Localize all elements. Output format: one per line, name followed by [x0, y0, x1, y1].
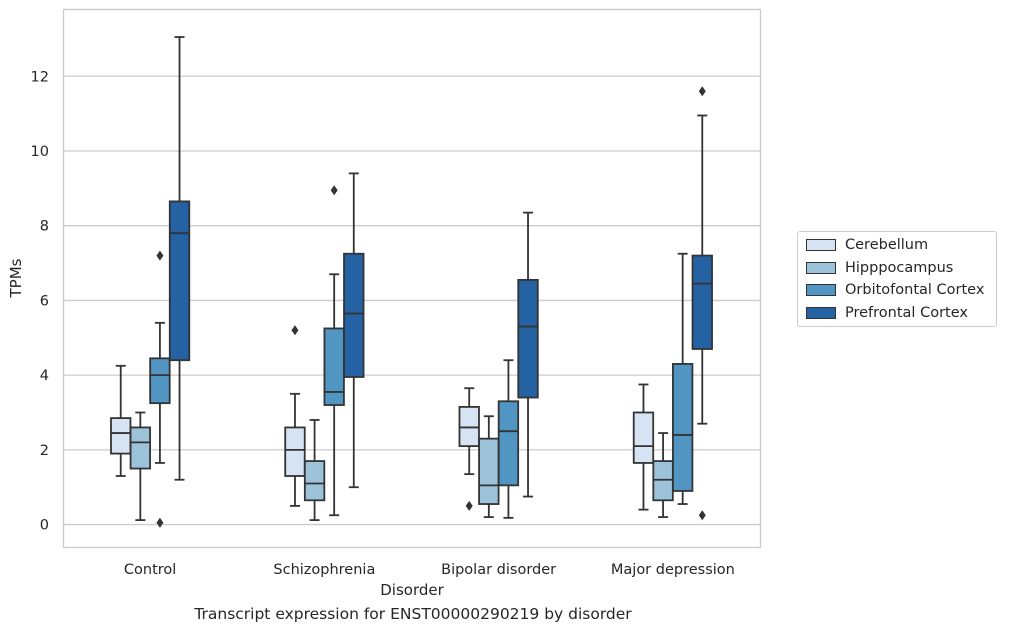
box-group: [652, 432, 674, 519]
y-tick-labels: 0 2 4 6 8 10 12: [31, 69, 49, 533]
box: [517, 278, 539, 399]
legend-swatch: [806, 262, 836, 274]
outlier-point: [330, 185, 338, 196]
box: [458, 405, 480, 448]
box-group: [672, 252, 694, 505]
box: [323, 327, 345, 406]
y-tick-label: 6: [40, 293, 49, 309]
legend: Cerebellum Hipppocampus Orbitofontal Cor…: [797, 231, 997, 327]
box-group: [343, 172, 365, 489]
outlier-point: [291, 325, 299, 336]
x-tick-label: Major depression: [611, 562, 735, 578]
box: [168, 200, 191, 362]
box: [284, 426, 306, 477]
box: [149, 357, 171, 405]
y-axis-label: TPMs: [7, 258, 25, 298]
box: [497, 400, 520, 487]
x-axis-label: Disorder: [380, 581, 444, 599]
box-group: [323, 185, 345, 517]
y-tick-label: 12: [31, 69, 49, 85]
x-tick-label: Control: [124, 562, 176, 578]
legend-label: Hipppocampus: [845, 260, 954, 276]
box-group: [691, 86, 713, 521]
box-group: [168, 36, 191, 481]
box: [652, 460, 674, 502]
outlier-point: [698, 510, 706, 521]
outlier-point: [156, 517, 164, 528]
box: [129, 426, 151, 470]
y-tick-label: 0: [40, 518, 49, 534]
box-group: [632, 383, 655, 511]
legend-item: Orbitofontal Cortex: [806, 280, 984, 300]
legend-label: Orbitofontal Cortex: [845, 282, 985, 298]
box: [691, 254, 713, 350]
gridlines: [63, 75, 760, 526]
x-tick-label: Schizophrenia: [273, 562, 375, 578]
box: [632, 411, 655, 464]
x-tick-label: Bipolar disorder: [441, 562, 556, 578]
legend-swatch: [806, 307, 836, 319]
y-tick-label: 2: [40, 443, 49, 459]
outlier-point: [156, 250, 164, 261]
legend-swatch: [806, 239, 836, 251]
box-group: [129, 411, 151, 521]
box-group: [497, 359, 520, 519]
outlier-point: [698, 86, 706, 97]
figure-caption: Transcript expression for ENST0000029021…: [194, 605, 632, 623]
legend-item: Prefrontal Cortex: [806, 303, 968, 323]
outlier-point: [465, 500, 473, 511]
box: [110, 417, 132, 455]
x-tick-labels: Control Schizophrenia Bipolar disorder Majo…: [124, 562, 735, 578]
box: [478, 437, 500, 505]
box-group: [478, 415, 500, 519]
box: [343, 252, 365, 378]
box: [303, 460, 326, 502]
y-tick-label: 8: [40, 219, 49, 235]
box-group: [284, 325, 306, 507]
y-tick-label: 10: [31, 144, 49, 160]
box-group: [458, 387, 480, 511]
plot-frame: [62, 8, 762, 549]
legend-label: Cerebellum: [845, 237, 929, 253]
box-group: [517, 211, 539, 498]
y-tick-label: 4: [40, 368, 49, 384]
box-group: [303, 419, 326, 521]
box-group: [110, 364, 132, 477]
legend-item: Hipppocampus: [806, 258, 953, 278]
boxes: [110, 36, 713, 528]
box-group: [149, 250, 171, 528]
legend-item: Cerebellum: [806, 235, 928, 255]
box: [672, 363, 694, 492]
legend-swatch: [806, 284, 836, 296]
legend-label: Prefrontal Cortex: [845, 305, 968, 321]
